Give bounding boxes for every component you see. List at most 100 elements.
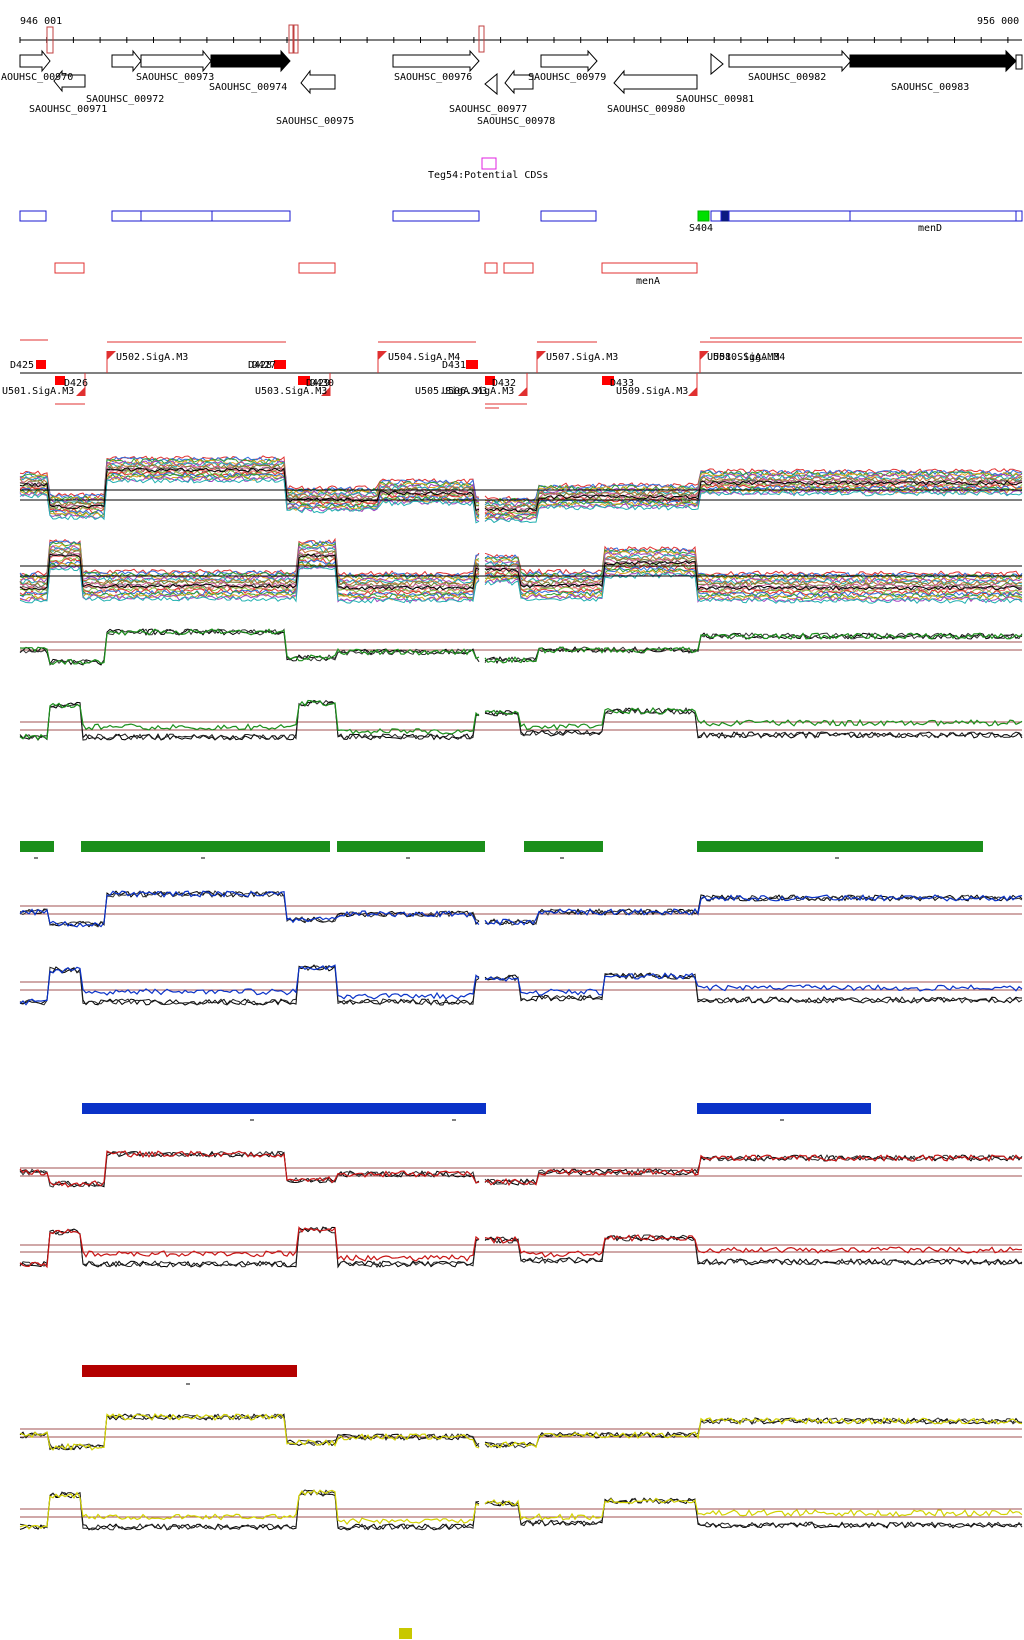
operon-promoter-track: D425 D426 D428 D427 D429 D430 D431 D432 … bbox=[2, 337, 1022, 409]
gene-arrow-00978[interactable] bbox=[504, 69, 534, 95]
d429-label: D429 bbox=[306, 378, 330, 389]
blue-feature[interactable] bbox=[728, 210, 851, 222]
gene-label-00971: SAOUHSC_00971 bbox=[29, 104, 107, 115]
yellow-segments bbox=[399, 1628, 412, 1639]
d432-label: D432 bbox=[492, 378, 516, 389]
blue-feature[interactable] bbox=[19, 210, 47, 222]
mena-label: menA bbox=[636, 276, 660, 287]
blue-feature[interactable] bbox=[140, 210, 213, 222]
terminator-flag[interactable] bbox=[688, 387, 697, 396]
gene-arrow-00983[interactable] bbox=[849, 49, 1017, 73]
gene-arrow-00974[interactable] bbox=[210, 49, 291, 73]
gene-arrow-00975[interactable] bbox=[300, 69, 336, 95]
green-segment[interactable] bbox=[81, 841, 330, 852]
terminator-flag[interactable] bbox=[518, 387, 527, 396]
promoter-flag[interactable] bbox=[700, 351, 709, 360]
u501-label: U501.SigA.M3 bbox=[2, 386, 74, 397]
u510-label: U510.SigA.M4 bbox=[713, 352, 785, 363]
s404-feature[interactable] bbox=[697, 210, 710, 222]
red-feature[interactable] bbox=[298, 262, 336, 274]
promoter-flag[interactable] bbox=[107, 351, 116, 360]
blue-feature[interactable] bbox=[721, 210, 730, 222]
ruler-marker bbox=[288, 24, 294, 54]
expression-line bbox=[19, 467, 1023, 513]
expression-line bbox=[19, 553, 1023, 591]
gene-arrow-00980[interactable] bbox=[613, 69, 698, 95]
red-segment[interactable] bbox=[82, 1365, 297, 1377]
d425-marker[interactable] bbox=[36, 360, 46, 369]
blue-feature[interactable] bbox=[392, 210, 480, 222]
coordinate-ruler: 946 001 956 000 bbox=[19, 16, 1022, 54]
u505-label: U505.SigA.M3 bbox=[415, 386, 487, 397]
red-feature[interactable] bbox=[54, 262, 85, 274]
expression-line bbox=[19, 1226, 1023, 1269]
green-segment[interactable] bbox=[524, 841, 603, 852]
terminator-flag[interactable] bbox=[321, 387, 330, 396]
d426-marker[interactable] bbox=[55, 376, 65, 385]
green-segment[interactable] bbox=[697, 841, 983, 852]
gene-arrow-00981[interactable] bbox=[710, 52, 724, 76]
segment-dashes bbox=[34, 857, 839, 1385]
expression-line bbox=[19, 1150, 1023, 1188]
gene-arrow-00971[interactable] bbox=[53, 69, 86, 93]
blue-feature[interactable] bbox=[111, 210, 142, 222]
promoter-flag[interactable] bbox=[537, 351, 546, 360]
green-segment[interactable] bbox=[20, 841, 54, 852]
gene-arrow-00982[interactable] bbox=[728, 49, 852, 73]
gene-label-00970: AOUHSC_00970 bbox=[1, 72, 73, 83]
expression-tracks bbox=[19, 455, 1023, 1531]
d431-marker[interactable] bbox=[466, 360, 478, 369]
u503-label: U503.SigA.M3 bbox=[255, 386, 327, 397]
gene-label-00980: SAOUHSC_00980 bbox=[607, 104, 685, 115]
gene-arrow-00979[interactable] bbox=[540, 49, 598, 73]
d429-marker[interactable] bbox=[298, 376, 310, 385]
gene-annotation-track: AOUHSC_00970 SAOUHSC_00971 SAOUHSC_00972… bbox=[1, 49, 1023, 127]
blue-feature[interactable] bbox=[211, 210, 291, 222]
d433-label: D433 bbox=[610, 378, 634, 389]
gene-arrow-00972[interactable] bbox=[111, 49, 142, 73]
d432-marker[interactable] bbox=[485, 376, 495, 385]
blue-feature-track: S404 menD bbox=[19, 210, 1023, 234]
expression-line bbox=[19, 477, 1023, 524]
blue-feature[interactable] bbox=[1015, 210, 1023, 222]
mena-feature[interactable] bbox=[601, 262, 698, 274]
potential-cds-track: Teg54:Potential CDSs bbox=[428, 157, 548, 181]
expression-line bbox=[19, 699, 1023, 741]
gene-label-00972: SAOUHSC_00972 bbox=[86, 94, 164, 105]
expression-line bbox=[19, 455, 1023, 502]
expression-line bbox=[19, 628, 1023, 665]
expression-line bbox=[19, 1413, 1023, 1451]
gene-label-00982: SAOUHSC_00982 bbox=[748, 72, 826, 83]
expression-line bbox=[19, 1150, 1023, 1188]
gene-arrow-next[interactable] bbox=[1015, 54, 1023, 70]
green-segments bbox=[20, 841, 983, 852]
gene-arrow-00970[interactable] bbox=[19, 49, 51, 73]
blue-segment[interactable] bbox=[82, 1103, 486, 1114]
expression-line bbox=[19, 565, 1023, 604]
red-feature[interactable] bbox=[503, 262, 534, 274]
yellow-segment[interactable] bbox=[399, 1628, 412, 1639]
expression-line bbox=[19, 699, 1023, 741]
green-segment[interactable] bbox=[337, 841, 485, 852]
terminator-flag[interactable] bbox=[76, 387, 85, 396]
gene-arrow-00973[interactable] bbox=[140, 49, 212, 73]
potential-cds-box[interactable] bbox=[481, 157, 497, 170]
d428-marker[interactable] bbox=[274, 360, 286, 369]
d430-label: D430 bbox=[310, 378, 334, 389]
gene-label-00978: SAOUHSC_00978 bbox=[477, 116, 555, 127]
ruler-end-label: 956 000 bbox=[977, 16, 1019, 27]
blue-segment[interactable] bbox=[697, 1103, 871, 1114]
d433-marker[interactable] bbox=[602, 376, 614, 385]
promoter-flag[interactable] bbox=[378, 351, 387, 360]
blue-feature[interactable] bbox=[540, 210, 597, 222]
gene-arrow-00976[interactable] bbox=[392, 49, 480, 73]
blue-feature[interactable] bbox=[710, 210, 722, 222]
expression-line bbox=[19, 462, 1023, 510]
red-feature[interactable] bbox=[484, 262, 498, 274]
ruler-start-label: 946 001 bbox=[20, 16, 62, 27]
gene-label-00977: SAOUHSC_00977 bbox=[449, 104, 527, 115]
expression-line bbox=[19, 964, 1023, 1006]
gene-arrow-00977[interactable] bbox=[484, 72, 498, 96]
mend-feature[interactable] bbox=[849, 210, 1017, 222]
gene-label-00983: SAOUHSC_00983 bbox=[891, 82, 969, 93]
